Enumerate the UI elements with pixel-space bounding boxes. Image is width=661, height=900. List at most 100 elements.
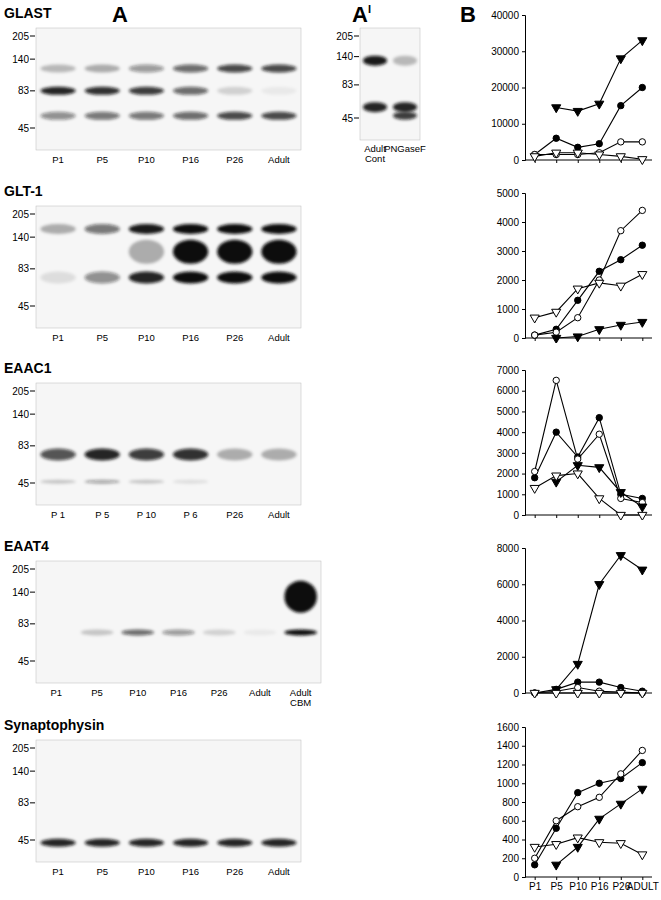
series-line [535,682,643,693]
blot-band [85,224,120,234]
mw-tick [30,771,35,772]
panel-letter-sup: I [368,3,371,15]
series-marker [638,852,647,860]
y-tick-label: 0 [513,333,519,344]
series-line [556,40,642,111]
blot-band [284,581,317,613]
blot-band [122,629,155,635]
x-tick: P5 [551,877,564,892]
mw-tick [30,592,35,593]
blot-band [217,448,252,460]
blot-band [203,629,236,635]
mw-label: 140 [336,51,353,62]
mw-tick [30,623,35,624]
lane-label: P26 [226,866,243,877]
series-marker [553,135,559,141]
series-marker [638,272,647,280]
blot-band [393,56,417,66]
y-axis-line [522,194,526,339]
blot-band [129,224,164,234]
series-marker [531,332,537,338]
protein-title: GLT-1 [4,183,43,199]
blot-panel: GLAST2051408345P1P5P10P16P26Adult [4,5,301,165]
x-tick-label: P1 [529,881,542,892]
blot-band [393,112,417,120]
series-marker [573,661,582,669]
series-marker [595,690,604,698]
blot-band [173,240,208,264]
mw-label: 83 [18,440,30,451]
y-tick-label: 7000 [497,365,520,376]
lane-label: P 1 [51,509,65,520]
series-line [535,838,643,855]
y-tick-label: 4000 [497,427,520,438]
lane-label: Adult [249,687,271,698]
x-axis [525,693,652,696]
series-marker [573,286,582,294]
lane-label: P1 [52,866,64,877]
blot-band [261,271,296,283]
mw-tick [354,118,359,119]
x-tick: P16 [591,877,609,892]
mw-tick [30,59,35,60]
plot-marks [530,747,647,870]
line-chart: 02004006008001000120014001600P1P5P10P16P… [497,722,659,892]
series-marker [639,759,645,765]
series-line [535,274,643,318]
blot-band [85,271,120,283]
lane-label: Adult [268,154,290,165]
y-tick-mark [522,124,525,125]
blot-band [40,839,75,847]
series-marker [638,567,647,575]
mw-label: 83 [18,618,30,629]
blot-band [40,64,75,72]
blot-membrane [36,28,301,150]
lane-label: P16 [182,866,199,877]
blot-band [40,448,75,460]
blot-band [261,87,296,95]
mw-tick [354,56,359,57]
y-tick-mark [522,280,525,281]
series-marker [573,108,582,116]
y-tick-label: 20000 [491,82,519,93]
protein-title: EAAC1 [4,360,52,376]
mw-label: 205 [12,31,29,42]
series-marker [573,463,582,471]
blot-band [217,224,252,234]
line-chart: 010002000300040005000 [497,188,652,344]
y-tick-label: 3000 [497,448,520,459]
protein-title: Synaptophysin [4,717,104,733]
mw-label: 140 [12,409,29,420]
blot-membrane [360,28,420,140]
y-tick-label: 1000 [497,489,520,500]
series-marker [552,690,561,698]
y-tick-mark [522,338,525,339]
x-tick [578,160,579,163]
x-tick-mark [535,877,536,880]
y-tick-mark [522,584,525,585]
lane-label: P16 [182,154,199,165]
panel-letter: A [112,2,128,27]
series-marker [595,840,604,848]
blot-membrane [36,561,321,683]
series-marker [616,512,625,520]
x-tick-mark [642,338,643,341]
lane-label: AdultCont [364,143,386,164]
mw-label: 83 [18,263,30,274]
x-tick-label: ADULT [627,881,659,892]
lane-label-line: Cont [365,153,385,164]
series-marker [618,771,624,777]
y-tick: 5000 [497,406,525,417]
blot-band [173,271,208,283]
lane-label: PNGaseF [384,143,426,154]
y-tick: 6000 [497,385,525,396]
x-tick: P10 [569,877,587,892]
y-tick-label: 1400 [497,740,520,751]
blot-band [129,112,164,120]
y-tick-mark [522,840,525,841]
x-tick [642,338,643,341]
lane-label: Adult [268,332,290,343]
series-marker [573,150,582,158]
mw-tick [30,268,35,269]
panel-letter-main: A [352,2,368,27]
